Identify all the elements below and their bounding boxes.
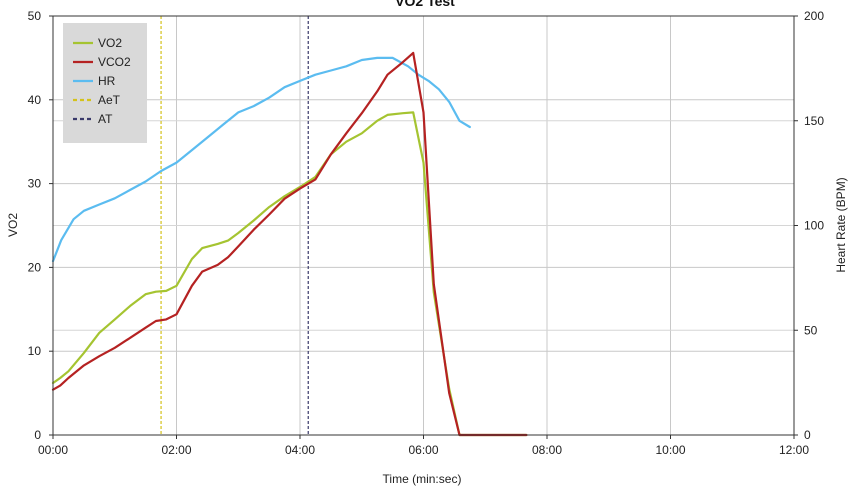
y-tick-label: 0 (34, 428, 41, 442)
y-tick-label: 40 (28, 93, 42, 107)
y-tick-label: 50 (28, 9, 42, 23)
hr-series-line (51, 56, 471, 263)
y-tick-label: 20 (28, 260, 42, 274)
legend-label-at: AT (98, 112, 113, 126)
y-axis-ticks: 0 10 20 30 40 50 (28, 9, 53, 442)
legend-label-hr: HR (98, 74, 116, 88)
series-lines (51, 51, 528, 437)
y-tick-label: 30 (28, 177, 42, 191)
y2-tick-label: 100 (804, 219, 824, 233)
y2-tick-label: 150 (804, 114, 824, 128)
x-axis-ticks: 00:00 02:00 04:00 06:00 08:00 10:00 12:00 (38, 435, 809, 457)
x-tick-label: 06:00 (408, 443, 438, 457)
y2-tick-label: 0 (804, 428, 811, 442)
x-tick-label: 02:00 (161, 443, 191, 457)
chart-title: VO2 Test (395, 0, 455, 9)
y-tick-label: 10 (28, 344, 42, 358)
legend: VO2 VCO2 HR AeT AT (63, 23, 147, 143)
y2-axis-ticks: 0 50 100 150 200 (794, 9, 824, 442)
legend-label-vco2: VCO2 (98, 55, 131, 69)
legend-label-aet: AeT (98, 93, 121, 107)
grid-lines (53, 16, 794, 435)
y2-tick-label: 50 (804, 323, 818, 337)
x-tick-label: 12:00 (779, 443, 809, 457)
vco2-series-line (51, 51, 528, 437)
x-tick-label: 00:00 (38, 443, 68, 457)
x-tick-label: 04:00 (285, 443, 315, 457)
y2-tick-label: 200 (804, 9, 824, 23)
x-axis-title: Time (min:sec) (383, 472, 462, 486)
x-tick-label: 10:00 (655, 443, 685, 457)
legend-label-vo2: VO2 (98, 36, 122, 50)
y2-axis-title: Heart Rate (BPM) (834, 177, 848, 272)
x-tick-label: 08:00 (532, 443, 562, 457)
vo2-series-line (51, 111, 528, 437)
y-axis-title: VO2 (6, 213, 20, 237)
